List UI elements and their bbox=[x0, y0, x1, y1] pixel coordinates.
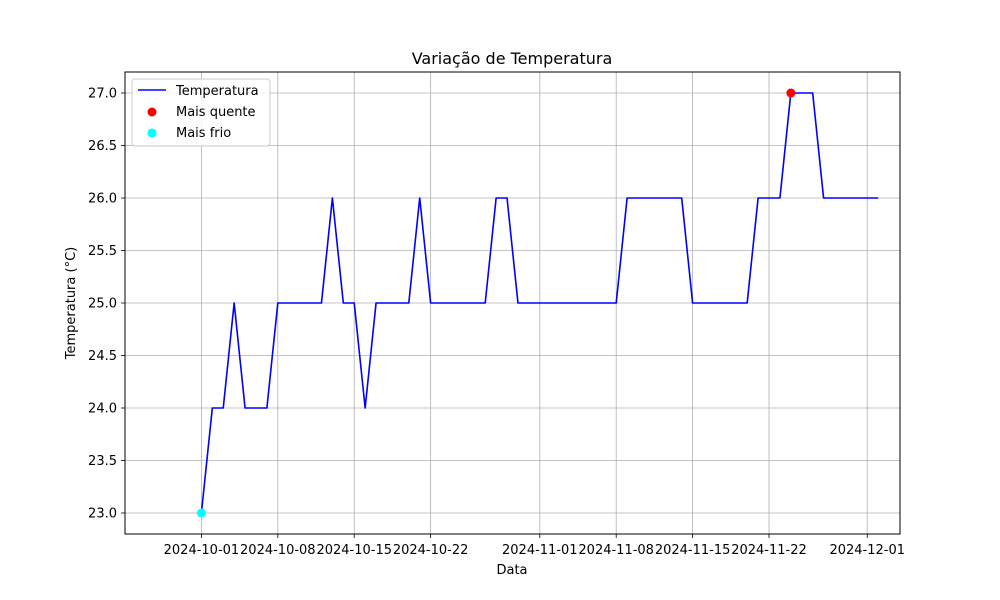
x-tick-label: 2024-10-01 bbox=[164, 543, 240, 558]
y-tick-label: 27.0 bbox=[88, 87, 117, 102]
x-tick-label: 2024-10-15 bbox=[316, 543, 392, 558]
y-tick-label: 24.0 bbox=[88, 402, 117, 417]
series-line-temperatura bbox=[200, 92, 879, 514]
x-axis-label: Data bbox=[496, 563, 527, 578]
x-tick-label: 2024-11-08 bbox=[578, 543, 654, 558]
y-tick-label: 25.5 bbox=[88, 244, 117, 259]
x-tick-label: 2024-11-15 bbox=[655, 543, 731, 558]
chart-title: Variação de Temperatura bbox=[412, 49, 613, 68]
x-tick-label: 2024-10-22 bbox=[393, 543, 469, 558]
legend-marker-icon-cold bbox=[147, 128, 157, 138]
y-tick-label: 26.5 bbox=[88, 139, 117, 154]
y-axis-label: Temperatura (°C) bbox=[64, 247, 79, 360]
legend-marker-icon-hot bbox=[147, 107, 157, 117]
legend-label-mais-frio: Mais frio bbox=[176, 126, 231, 141]
x-axis-ticks: 2024-10-01 2024-10-08 2024-10-15 2024-10-22… bbox=[164, 534, 905, 558]
y-tick-label: 23.5 bbox=[88, 454, 117, 469]
x-tick-label: 2024-11-01 bbox=[502, 543, 578, 558]
y-axis-ticks: 23.0 23.5 24.0 24.5 25.0 25.5 26.0 26.5 27.0 bbox=[88, 87, 125, 522]
scatter-point-mais-quente bbox=[786, 88, 796, 98]
y-tick-label: 25.0 bbox=[88, 297, 117, 312]
scatter-point-mais-frio bbox=[196, 508, 206, 518]
y-tick-label: 24.5 bbox=[88, 349, 117, 364]
x-tick-label: 2024-11-22 bbox=[731, 543, 807, 558]
y-tick-label: 23.0 bbox=[88, 507, 117, 522]
y-tick-label: 26.0 bbox=[88, 192, 117, 207]
x-tick-label: 2024-12-01 bbox=[829, 543, 905, 558]
x-tick-label: 2024-10-08 bbox=[240, 543, 316, 558]
legend-box bbox=[131, 78, 271, 147]
legend-label-temperatura: Temperatura bbox=[175, 84, 259, 99]
scatter-points bbox=[196, 88, 796, 518]
legend-label-mais-quente: Mais quente bbox=[176, 105, 256, 120]
legend: Temperatura Mais quente Mais frio bbox=[131, 78, 271, 147]
